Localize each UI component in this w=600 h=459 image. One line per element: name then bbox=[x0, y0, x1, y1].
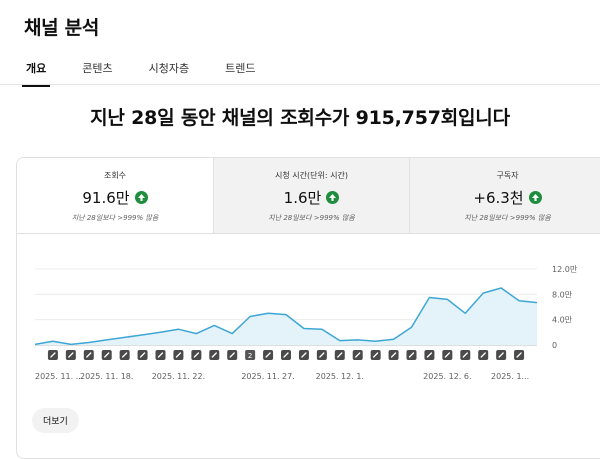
y-tick-label: 4.0만 bbox=[552, 316, 573, 325]
metric-tabs: 조회수 91.6만 지난 28일보다 >999% 많음 시청 시간(단위: 시간… bbox=[17, 158, 600, 234]
short-video-glyph bbox=[265, 352, 271, 358]
x-tick-label: 2025. 11. ... bbox=[35, 372, 83, 381]
short-video-glyph bbox=[319, 352, 325, 358]
short-video-glyph bbox=[337, 352, 343, 358]
short-video-glyph bbox=[68, 352, 74, 358]
series-line bbox=[34, 287, 538, 346]
metric-label: 시청 시간(단위: 시간) bbox=[275, 171, 348, 180]
short-video-glyph bbox=[121, 352, 128, 358]
short-video-glyph bbox=[50, 352, 56, 358]
x-tick-label: 2025. 12. 1. bbox=[316, 372, 364, 381]
x-tick-label: 2025. 11. 18. bbox=[80, 372, 133, 381]
short-video-glyph bbox=[139, 352, 146, 358]
metric-label: 조회수 bbox=[103, 171, 127, 180]
arrow-up-icon bbox=[134, 191, 148, 204]
metric-value: +6.3천 bbox=[473, 189, 524, 207]
short-video-glyph bbox=[372, 352, 379, 358]
metric-comparison: 지난 28일보다 >999% 많음 bbox=[71, 214, 159, 222]
tab-bar: 개요 콘텐츠 시청자층 트렌드 bbox=[22, 60, 287, 87]
short-video-glyph bbox=[408, 352, 415, 358]
upload-badge-icon bbox=[245, 350, 256, 360]
short-video-glyph bbox=[211, 352, 217, 358]
y-tick-label: 0 bbox=[552, 341, 557, 350]
metric-value: 1.6만 bbox=[283, 189, 322, 207]
tab-divider bbox=[0, 84, 600, 85]
y-tick-label: 8.0만 bbox=[552, 290, 573, 299]
see-more-button[interactable]: 더보기 bbox=[32, 408, 79, 433]
short-video-glyph bbox=[283, 352, 289, 358]
metric-subscribers[interactable]: 구독자 +6.3천 지난 28일보다 >999% 많음 bbox=[409, 158, 600, 233]
tab-audience[interactable]: 시청자층 bbox=[148, 62, 190, 75]
views-chart: 12.0만 8.0만 4.0만 0 2 2025. 11. ...2025. 11. 18… bbox=[34, 265, 578, 381]
short-video-glyph bbox=[462, 352, 468, 358]
short-video-glyph bbox=[516, 352, 522, 358]
metric-value: 91.6만 bbox=[82, 189, 130, 207]
short-video-glyph bbox=[480, 352, 486, 358]
short-video-glyph bbox=[301, 352, 307, 358]
tab-content[interactable]: 콘텐츠 bbox=[82, 62, 113, 75]
short-video-glyph bbox=[444, 352, 451, 358]
x-tick-label: 2025. 11. 22. bbox=[152, 372, 205, 381]
tab-overview[interactable]: 개요 bbox=[22, 60, 51, 87]
short-video-glyph bbox=[175, 352, 182, 358]
x-tick-label: 2025. 11. 27. bbox=[241, 372, 294, 381]
short-video-glyph bbox=[355, 352, 361, 358]
short-video-glyph bbox=[104, 352, 110, 358]
metric-comparison: 지난 28일보다 >999% 많음 bbox=[464, 214, 551, 222]
arrow-up-icon bbox=[326, 191, 340, 204]
short-video-glyph bbox=[390, 352, 397, 358]
arrow-up-icon bbox=[528, 191, 542, 204]
analytics-card: 조회수 91.6만 지난 28일보다 >999% 많음 시청 시간(단위: 시간… bbox=[16, 157, 600, 459]
series-area bbox=[35, 288, 537, 345]
metric-watch-time[interactable]: 시청 시간(단위: 시간) 1.6만 지난 28일보다 >999% 많음 bbox=[213, 158, 409, 233]
summary-headline: 지난 28일 동안 채널의 조회수가 915,757회입니다 bbox=[90, 107, 510, 129]
short-video-glyph bbox=[86, 352, 92, 358]
x-tick-label: 2025. 12. 6. bbox=[423, 372, 471, 381]
short-video-glyph bbox=[498, 352, 504, 358]
upload-badge-count: 2 bbox=[248, 352, 252, 360]
metric-views[interactable]: 조회수 91.6만 지난 28일보다 >999% 많음 bbox=[17, 158, 213, 233]
x-tick-label: 2025. 1... bbox=[491, 372, 529, 381]
short-video-glyph bbox=[193, 352, 200, 358]
metric-comparison: 지난 28일보다 >999% 많음 bbox=[268, 214, 355, 222]
y-tick-label: 12.0만 bbox=[552, 265, 578, 274]
tab-trends[interactable]: 트렌드 bbox=[225, 62, 256, 75]
short-video-glyph bbox=[426, 352, 433, 358]
page-title: 채널 분석 bbox=[24, 17, 100, 39]
short-video-glyph bbox=[157, 352, 164, 358]
metric-label: 구독자 bbox=[496, 171, 519, 180]
short-video-glyph bbox=[229, 352, 235, 358]
